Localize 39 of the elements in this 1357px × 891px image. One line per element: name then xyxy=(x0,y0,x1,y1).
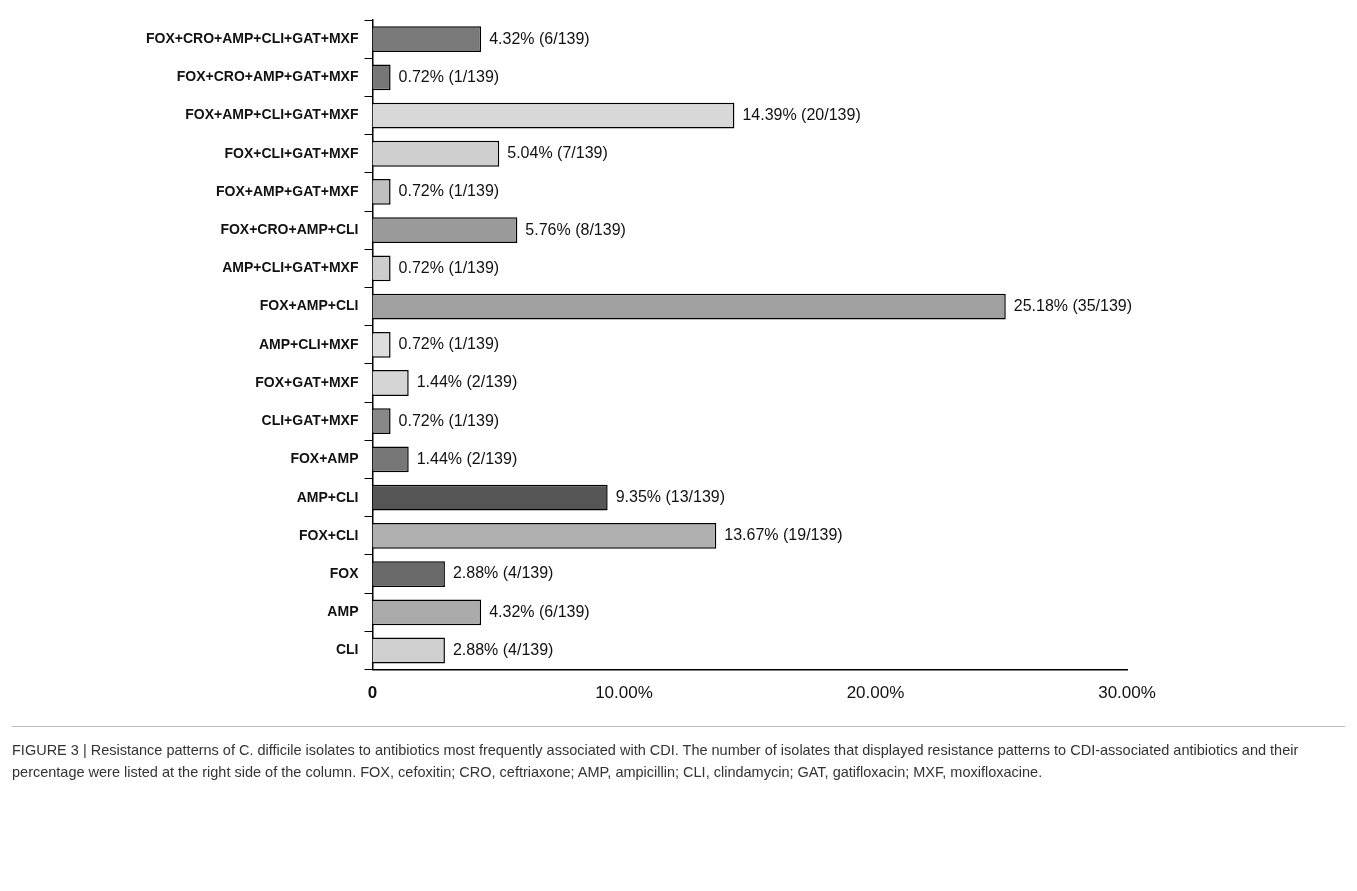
data-label: 5.76% (8/139) xyxy=(525,220,626,238)
data-label: 2.88% (4/139) xyxy=(452,564,554,582)
y-tick-label: FOX+CRO+AMP+CLI xyxy=(220,221,359,238)
data-label: 9.35% (13/139) xyxy=(615,488,726,506)
x-tick-label: 10.00% xyxy=(595,683,653,703)
data-label: 0.72% (1/139) xyxy=(398,67,500,85)
y-tick-label: CLI xyxy=(335,641,359,658)
y-tick-label: AMP+CLI+GAT+MXF xyxy=(222,259,359,276)
data-label: 13.67% (19/139) xyxy=(724,526,843,544)
y-tick-label: FOX+AMP+CLI xyxy=(259,297,359,314)
x-tick-label: 20.00% xyxy=(846,683,905,703)
x-tick-label: 0 xyxy=(367,683,378,703)
y-tick-label: AMP+CLI xyxy=(296,488,359,505)
data-label: 14.39% (20/139) xyxy=(742,105,861,123)
y-tick-label: FOX+GAT+MXF xyxy=(255,373,359,390)
data-label: 0.72% (1/139) xyxy=(398,335,500,353)
x-tick-label: 30.00% xyxy=(1098,683,1156,703)
y-tick-label: FOX+AMP+CLI+GAT+MXF xyxy=(185,106,359,123)
y-tick-label: CLI+GAT+MXF xyxy=(261,412,359,429)
data-label: 2.88% (4/139) xyxy=(452,640,554,658)
data-label: 4.32% (6/139) xyxy=(489,29,590,47)
caption: FIGURE 3 | Resistance patterns of C. difficile isolates to antibiotics most frequently associated with CDI. The number of isolates that displayed resistance patterns to CDI-associated antibiotics and their percentage were listed at the right side of the column. FOX, cefoxitin; CRO, ceftriaxone; AMP, ampicillin; CLI, clindamycin; GAT, gatifloxacin; MXF, moxifloxacine. xyxy=(12,726,1345,783)
data-label: 25.18% (35/139) xyxy=(1013,296,1133,314)
data-label: 0.72% (1/139) xyxy=(398,182,500,200)
data-label: 1.44% (2/139) xyxy=(416,373,518,391)
y-tick-label: FOX xyxy=(329,564,360,581)
y-tick-label: FOX+CRO+AMP+GAT+MXF xyxy=(176,68,359,85)
y-tick-label: FOX+AMP xyxy=(290,450,359,467)
y-tick-label: FOX+AMP+GAT+MXF xyxy=(216,182,359,199)
data-label: 0.72% (1/139) xyxy=(398,411,500,429)
y-tick-label: FOX+CLI+GAT+MXF xyxy=(224,144,359,161)
data-label: 0.72% (1/139) xyxy=(398,258,500,276)
y-tick-label: AMP xyxy=(327,603,359,620)
y-tick-label: FOX+CLI xyxy=(298,526,359,543)
data-label: 1.44% (2/139) xyxy=(416,449,518,467)
data-label: 4.32% (6/139) xyxy=(489,602,590,620)
y-tick-label: AMP+CLI+MXF xyxy=(258,335,359,352)
data-label: 5.04% (7/139) xyxy=(507,144,608,162)
y-tick-label: FOX+CRO+AMP+CLI+GAT+MXF xyxy=(146,29,359,46)
